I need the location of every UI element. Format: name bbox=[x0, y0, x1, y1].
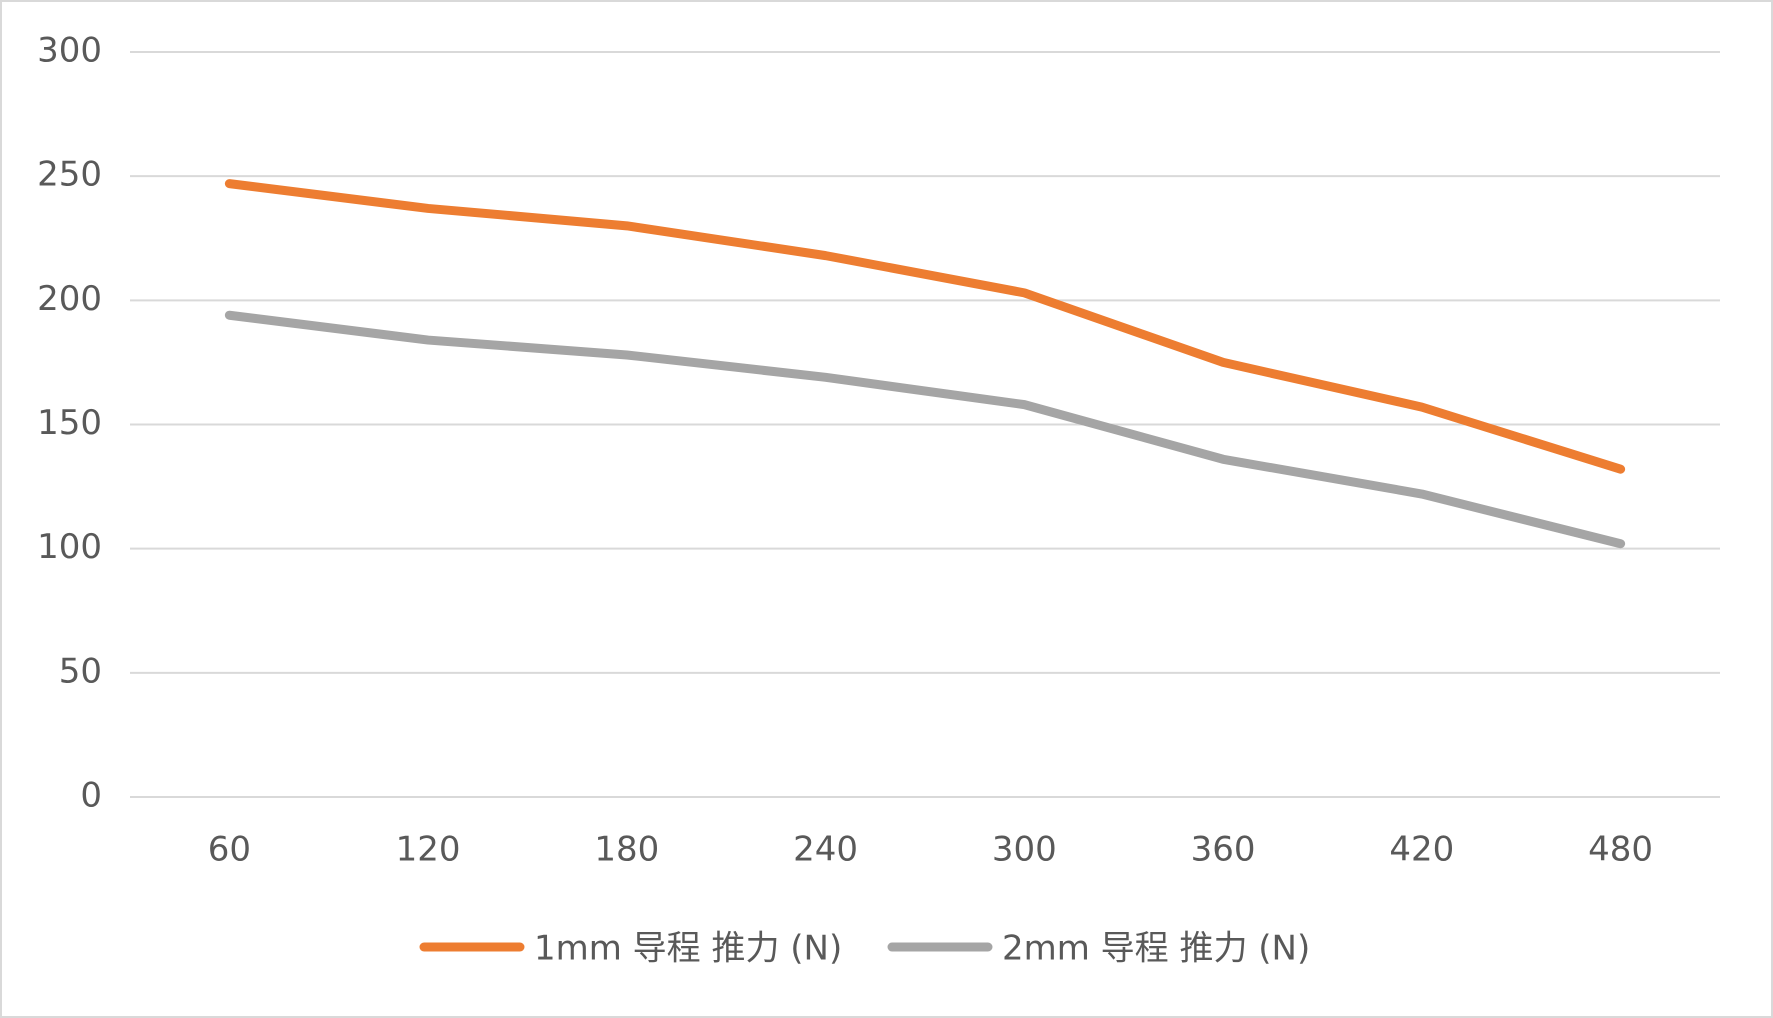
y-tick-label: 50 bbox=[59, 651, 102, 691]
x-tick-label: 180 bbox=[594, 830, 659, 870]
y-tick-label: 250 bbox=[37, 155, 102, 195]
x-tick-label: 60 bbox=[208, 830, 251, 870]
legend-label: 2mm 导程 推力 (N) bbox=[1002, 929, 1310, 969]
data-line bbox=[224, 310, 1626, 549]
x-tick-label: 300 bbox=[992, 830, 1057, 870]
x-tick-label: 420 bbox=[1389, 830, 1454, 870]
y-tick-label: 100 bbox=[37, 527, 102, 567]
y-tick-label: 0 bbox=[80, 776, 102, 816]
y-tick-label: 300 bbox=[37, 31, 102, 71]
x-tick-label: 360 bbox=[1191, 830, 1256, 870]
y-tick-label: 200 bbox=[37, 279, 102, 319]
data-line bbox=[224, 179, 1626, 474]
x-tick-label: 480 bbox=[1588, 830, 1653, 870]
legend-label: 1mm 导程 推力 (N) bbox=[534, 929, 842, 969]
y-tick-label: 150 bbox=[37, 403, 102, 443]
x-tick-label: 240 bbox=[793, 830, 858, 870]
x-tick-label: 120 bbox=[396, 830, 461, 870]
